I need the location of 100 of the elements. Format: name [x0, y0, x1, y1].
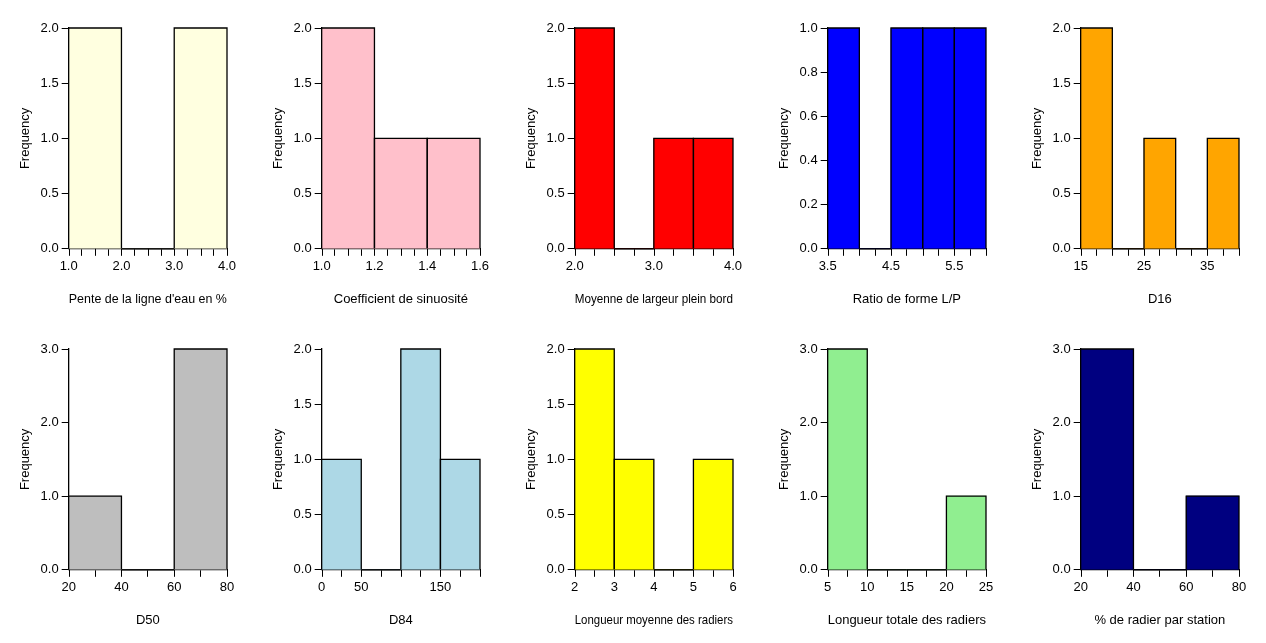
y-tick-label: 1.0	[293, 450, 312, 466]
x-axis-title: D84	[388, 611, 413, 627]
x-tick-label: 1.0	[59, 258, 78, 274]
y-axis-title: Frequency	[270, 428, 286, 491]
x-tick-label: 80	[219, 579, 235, 595]
x-tick-label: 60	[166, 579, 182, 595]
x-tick-label: 4.0	[217, 258, 237, 274]
x-tick-label: 40	[1126, 579, 1141, 595]
y-tick-label: 1.5	[1052, 74, 1071, 90]
y-tick-label: 1.5	[293, 395, 312, 411]
x-axis-title: Moyenne de largeur plein bord	[574, 291, 734, 306]
x-tick-label: 25	[978, 579, 994, 595]
x-tick-label: 3.0	[165, 258, 184, 274]
x-tick-label: 6	[729, 579, 737, 595]
y-tick-label: 2.0	[40, 19, 59, 35]
x-tick-label: 4.5	[881, 258, 901, 274]
y-tick-label: 0.0	[799, 240, 818, 256]
x-tick-label: 15	[899, 579, 915, 595]
y-axis-title: Frequency	[270, 107, 286, 170]
y-tick-label: 2.0	[546, 19, 565, 35]
x-tick-label: 40	[114, 579, 129, 595]
x-axis-title: Pente de la ligne d'eau en %	[68, 290, 227, 306]
x-tick-label: 1.6	[470, 258, 490, 274]
y-tick-label: 0.0	[1052, 240, 1071, 256]
x-tick-label: 20	[939, 579, 954, 595]
x-axis-title: % de radier par station	[1094, 611, 1226, 627]
y-tick-label: 2.0	[1052, 19, 1071, 35]
y-tick-label: 1.0	[293, 129, 312, 145]
y-axis-title: Frequency	[17, 107, 33, 170]
x-tick-label: 35	[1200, 258, 1215, 274]
y-tick-label: 0.0	[40, 561, 59, 577]
y-tick-label: 2.0	[293, 340, 312, 356]
y-tick-label: 0.4	[799, 152, 818, 168]
x-axis-title: D50	[135, 611, 160, 627]
y-tick-label: 0.0	[799, 561, 818, 577]
x-tick-label: 0	[318, 579, 326, 595]
x-axis-title: Longueur moyenne des radiers	[574, 612, 733, 627]
y-tick-label: 2.0	[1052, 414, 1071, 430]
y-tick-label: 1.0	[40, 129, 59, 145]
x-axis-title: D16	[1147, 290, 1172, 306]
y-tick-label: 0.5	[546, 506, 565, 522]
x-tick-label: 5	[824, 579, 832, 595]
y-tick-label: 0.8	[799, 63, 818, 79]
x-tick-label: 1.0	[312, 258, 331, 274]
y-axis-title: Frequency	[17, 428, 33, 491]
x-tick-label: 50	[354, 579, 369, 595]
y-tick-label: 1.0	[799, 19, 818, 35]
y-tick-label: 3.0	[1052, 340, 1071, 356]
y-tick-label: 1.5	[546, 74, 565, 90]
y-tick-label: 0.0	[40, 240, 59, 256]
y-tick-label: 1.5	[293, 74, 312, 90]
x-axis-title: Coefficient de sinuosité	[333, 290, 468, 306]
x-tick-label: 2	[571, 579, 579, 595]
x-tick-label: 20	[1073, 579, 1088, 595]
y-tick-label: 1.0	[799, 487, 818, 503]
x-tick-label: 5	[689, 579, 698, 595]
x-tick-label: 15	[1073, 258, 1088, 274]
y-tick-label: 1.5	[40, 74, 59, 90]
y-tick-label: 1.0	[1052, 487, 1071, 503]
x-tick-label: 25	[1136, 258, 1152, 274]
x-axis-title: Longueur totale des radiers	[827, 611, 987, 627]
y-tick-label: 2.0	[799, 414, 818, 430]
y-axis-title: Frequency	[1029, 107, 1045, 170]
y-tick-label: 0.6	[799, 107, 818, 123]
y-tick-label: 2.0	[40, 414, 59, 430]
y-tick-label: 0.5	[1052, 185, 1071, 201]
x-tick-label: 3.0	[644, 258, 663, 274]
x-tick-label: 150	[429, 579, 452, 595]
y-tick-label: 1.0	[546, 129, 565, 145]
y-axis-title: Frequency	[776, 107, 792, 170]
x-tick-label: 10	[860, 579, 875, 595]
x-axis-title: Ratio de forme L/P	[852, 290, 962, 306]
y-tick-label: 0.0	[546, 561, 565, 577]
y-tick-label: 0.2	[799, 196, 818, 212]
x-tick-label: 3.5	[818, 258, 837, 274]
y-tick-label: 1.0	[546, 450, 565, 466]
y-axis-title: Frequency	[776, 428, 792, 491]
y-tick-label: 0.0	[546, 240, 565, 256]
x-tick-label: 1.2	[365, 258, 384, 274]
y-axis-title: Frequency	[523, 428, 539, 491]
y-tick-label: 3.0	[40, 340, 59, 356]
x-tick-label: 1.4	[418, 258, 437, 274]
y-axis-title: Frequency	[1029, 428, 1045, 491]
y-tick-label: 1.0	[40, 487, 59, 503]
y-tick-label: 0.5	[293, 506, 312, 522]
x-tick-label: 5.5	[945, 258, 964, 274]
x-tick-label: 80	[1231, 579, 1247, 595]
y-tick-label: 2.0	[293, 19, 312, 35]
y-tick-label: 2.0	[546, 340, 565, 356]
y-axis-title: Frequency	[523, 107, 539, 170]
y-tick-label: 0.5	[293, 185, 312, 201]
x-tick-label: 4	[650, 579, 658, 595]
x-tick-label: 60	[1178, 579, 1194, 595]
x-tick-label: 2.0	[565, 258, 584, 274]
y-tick-label: 0.5	[546, 185, 565, 201]
y-tick-label: 0.0	[293, 561, 312, 577]
x-tick-label: 2.0	[112, 258, 131, 274]
x-tick-label: 3	[610, 579, 618, 595]
y-tick-label: 0.5	[40, 185, 59, 201]
x-tick-label: 20	[61, 579, 76, 595]
